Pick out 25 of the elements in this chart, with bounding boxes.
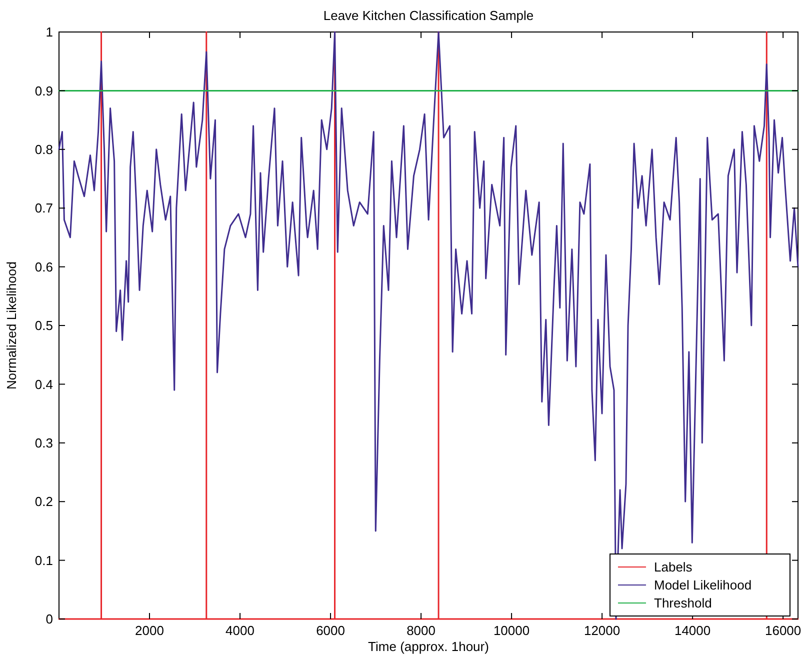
x-tick-label: 2000 [135, 623, 164, 638]
y-tick-label: 0.9 [34, 83, 53, 98]
y-tick-label: 0.6 [34, 259, 53, 274]
x-tick-label: 10000 [493, 623, 530, 638]
y-tick-label: 0.2 [34, 494, 53, 510]
y-tick-label: 0.1 [34, 552, 53, 568]
legend-label: Labels [654, 560, 693, 575]
legend-label: Model Likelihood [654, 578, 752, 593]
x-axis-title: Time (approx. 1hour) [368, 639, 489, 654]
y-tick-label: 0.8 [34, 142, 53, 157]
x-tick-label: 6000 [316, 623, 345, 638]
y-tick-label: 0.4 [34, 376, 53, 392]
y-axis-title: Normalized Likelihood [4, 262, 19, 390]
chart-title: Leave Kitchen Classification Sample [323, 8, 534, 23]
legend-label: Threshold [654, 596, 712, 611]
x-tick-label: 8000 [406, 623, 436, 638]
x-tick-label: 14000 [674, 623, 711, 638]
y-tick-label: 0.3 [34, 435, 53, 450]
y-tick-label: 0.7 [34, 200, 53, 216]
y-tick-label: 0.5 [34, 318, 53, 334]
y-tick-label: 0 [46, 612, 53, 627]
x-tick-label: 12000 [584, 623, 620, 638]
y-tick-label: 1 [46, 24, 53, 40]
x-tick-label: 16000 [764, 623, 802, 638]
x-tick-label: 4000 [226, 623, 254, 638]
